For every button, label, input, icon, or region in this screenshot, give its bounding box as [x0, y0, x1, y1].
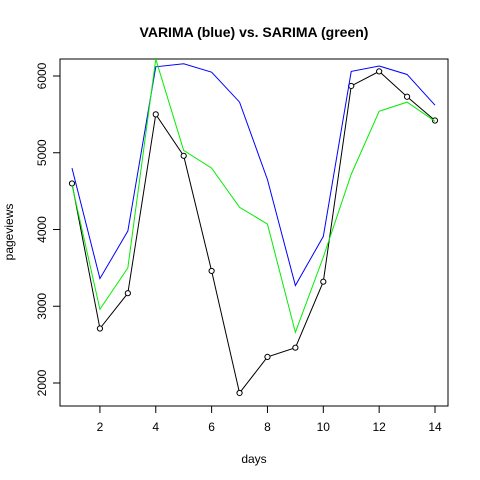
y-tick-label: 4000 [35, 216, 49, 243]
data-point [431, 117, 439, 124]
y-axis: 2000 3000 4000 5000 6000 [35, 62, 60, 396]
data-point [320, 278, 327, 285]
y-tick-label: 5000 [35, 139, 49, 166]
chart-title: VARIMA (blue) vs. SARIMA (green) [140, 24, 369, 40]
y-tick-label: 2000 [35, 369, 49, 396]
x-tick-label: 6 [208, 420, 215, 434]
data-point [403, 93, 411, 100]
x-tick-label: 10 [317, 420, 331, 434]
x-tick-label: 14 [428, 420, 442, 434]
x-axis: 2 4 6 8 10 12 14 [97, 406, 442, 434]
data-point [124, 290, 131, 297]
x-axis-label: days [241, 452, 266, 466]
series-line-1 [71, 70, 436, 395]
data-point [292, 344, 299, 351]
data-point [236, 389, 243, 397]
series-layer [68, 58, 439, 397]
data-point [264, 353, 271, 361]
data-point [376, 68, 383, 75]
series-line-3 [71, 58, 436, 335]
x-tick-label: 4 [152, 420, 159, 434]
y-axis-label: pageviews [2, 204, 16, 261]
x-tick-label: 2 [97, 420, 104, 434]
y-tick-label: 6000 [35, 62, 49, 89]
data-point [208, 267, 215, 275]
x-tick-label: 8 [264, 420, 271, 434]
data-point [180, 152, 187, 159]
series-line-2 [71, 63, 436, 287]
data-point [152, 111, 159, 118]
data-point [96, 325, 104, 332]
plot-frame [59, 58, 449, 407]
x-tick-label: 12 [372, 420, 386, 434]
y-tick-label: 3000 [35, 293, 49, 320]
